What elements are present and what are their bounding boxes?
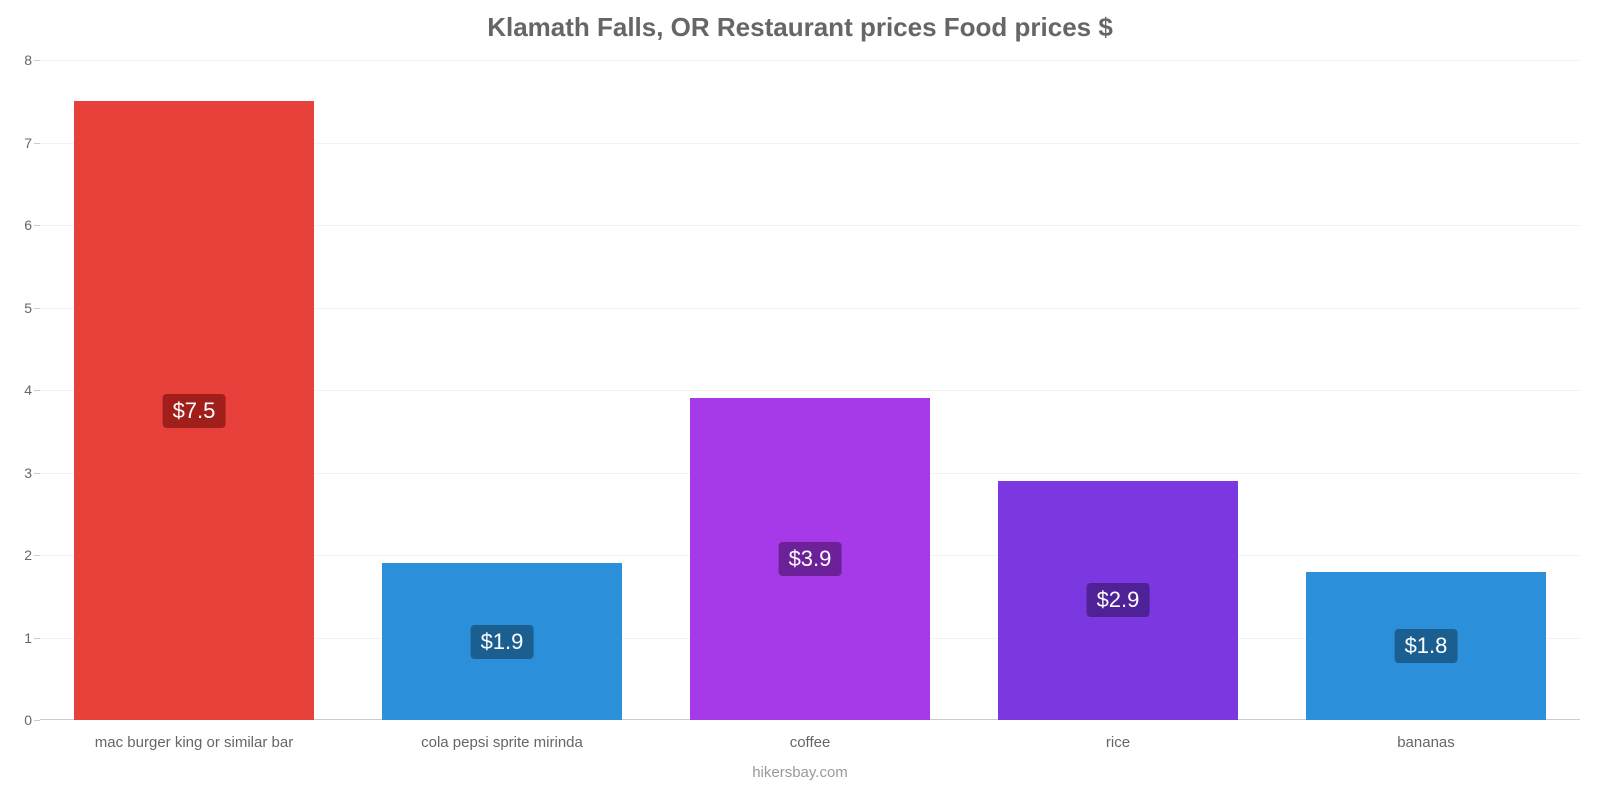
bar-slot: $2.9 bbox=[964, 60, 1272, 720]
plot-area: 012345678$7.5$1.9$3.9$2.9$1.8 bbox=[40, 60, 1580, 720]
bar-slot: $1.9 bbox=[348, 60, 656, 720]
bars-container: $7.5 $1.9 $3.9 $2.9 $1.8 bbox=[40, 60, 1580, 720]
y-tick-label: 3 bbox=[24, 465, 40, 481]
bar-value-wrap: $3.9 bbox=[779, 542, 842, 576]
bar-value-label: $2.9 bbox=[1087, 583, 1150, 617]
bar: $1.9 bbox=[382, 563, 622, 720]
bar-slot: $3.9 bbox=[656, 60, 964, 720]
x-tick-label: rice bbox=[964, 734, 1272, 751]
bar-value-wrap: $1.9 bbox=[471, 625, 534, 659]
bar: $7.5 bbox=[74, 101, 314, 720]
source-label: hikersbay.com bbox=[0, 764, 1600, 781]
bar-value-label: $1.9 bbox=[471, 625, 534, 659]
y-tick-label: 2 bbox=[24, 547, 40, 563]
x-axis-labels: mac burger king or similar barcola pepsi… bbox=[40, 720, 1580, 751]
bar-value-label: $7.5 bbox=[163, 394, 226, 428]
bar-value-label: $1.8 bbox=[1395, 629, 1458, 663]
bar: $3.9 bbox=[690, 398, 930, 720]
x-tick-label: coffee bbox=[656, 734, 964, 751]
bar: $2.9 bbox=[998, 481, 1238, 720]
x-tick-label: mac burger king or similar bar bbox=[40, 734, 348, 751]
y-tick-label: 8 bbox=[24, 52, 40, 68]
bar-slot: $1.8 bbox=[1272, 60, 1580, 720]
x-tick-label: bananas bbox=[1272, 734, 1580, 751]
bar-value-wrap: $2.9 bbox=[1087, 583, 1150, 617]
bar-slot: $7.5 bbox=[40, 60, 348, 720]
chart-area: 012345678$7.5$1.9$3.9$2.9$1.8 mac burger… bbox=[40, 60, 1580, 720]
y-tick-label: 5 bbox=[24, 300, 40, 316]
chart-title: Klamath Falls, OR Restaurant prices Food… bbox=[0, 0, 1600, 43]
bar: $1.8 bbox=[1306, 572, 1546, 721]
y-tick-label: 4 bbox=[24, 382, 40, 398]
bar-value-wrap: $1.8 bbox=[1395, 629, 1458, 663]
bar-value-label: $3.9 bbox=[779, 542, 842, 576]
y-tick-label: 7 bbox=[24, 135, 40, 151]
bar-value-wrap: $7.5 bbox=[163, 394, 226, 428]
y-tick-label: 6 bbox=[24, 217, 40, 233]
x-tick-label: cola pepsi sprite mirinda bbox=[348, 734, 656, 751]
y-tick-label: 1 bbox=[24, 630, 40, 646]
y-tick-label: 0 bbox=[24, 712, 40, 728]
